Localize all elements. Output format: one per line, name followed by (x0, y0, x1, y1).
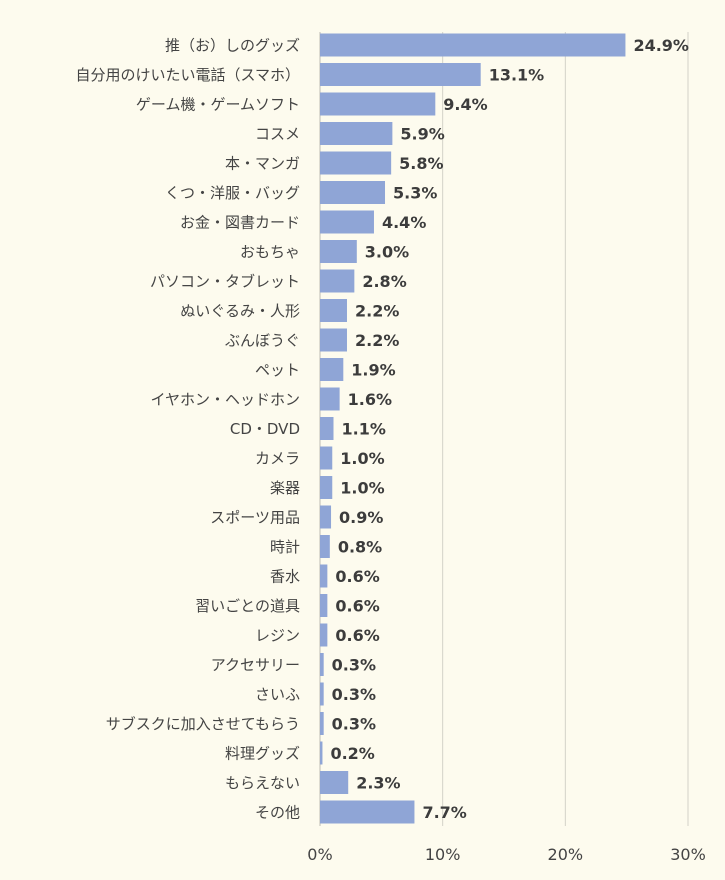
bar (320, 417, 334, 440)
bar (320, 210, 374, 234)
x-tick-label: 10% (425, 845, 461, 864)
bar (320, 505, 332, 529)
data-label: 0.2% (330, 744, 374, 763)
category-label: 習いごとの道具 (195, 597, 300, 615)
category-label: ペット (255, 361, 300, 379)
data-label: 1.0% (340, 449, 384, 468)
data-label: 0.6% (335, 626, 379, 645)
category-label: 香水 (270, 568, 300, 586)
category-label: サブスクに加入させてもらう (106, 715, 300, 733)
category-label: ぶんぼうぐ (225, 332, 300, 350)
bar (320, 712, 324, 735)
data-label: 0.3% (332, 715, 376, 734)
bar (320, 446, 333, 470)
data-label: 5.3% (393, 184, 437, 203)
data-label: 1.0% (340, 479, 384, 498)
data-label: 1.1% (341, 420, 385, 439)
bar (320, 151, 392, 175)
category-label: コスメ (255, 125, 300, 143)
data-label: 7.7% (422, 803, 466, 822)
category-label: 楽器 (270, 479, 300, 497)
category-label: スポーツ用品 (210, 509, 300, 527)
labels: 推（お）しのグッズ 24.9% 自分用のけいたい電話（スマホ） 13.1% ゲーム機・ゲ… (75, 36, 689, 822)
bar (320, 741, 323, 765)
category-label: CD・DVD (230, 420, 300, 438)
bar (320, 594, 328, 617)
category-label: 自分用のけいたい電話（スマホ） (75, 66, 300, 84)
bars (320, 33, 626, 824)
bar (320, 122, 393, 145)
data-label: 13.1% (489, 66, 545, 85)
data-label: 2.2% (355, 331, 399, 350)
bar (320, 299, 347, 322)
bar (320, 800, 415, 824)
category-label: アクセサリー (211, 656, 300, 674)
category-label: 推（お）しのグッズ (165, 37, 300, 55)
x-tick-label: 30% (670, 845, 706, 864)
data-label: 2.8% (362, 272, 406, 291)
data-label: 4.4% (382, 213, 426, 232)
bar (320, 682, 324, 706)
bar (320, 33, 626, 57)
bar (320, 476, 333, 499)
category-label: さいふ (255, 686, 300, 704)
bar (320, 92, 436, 116)
bar (320, 535, 330, 558)
category-label: イヤホン・ヘッドホン (150, 391, 300, 409)
bar (320, 623, 328, 647)
data-label: 1.9% (351, 361, 395, 380)
category-label: ゲーム機・ゲームソフト (136, 96, 300, 114)
category-label: 時計 (270, 538, 300, 556)
data-label: 0.3% (332, 685, 376, 704)
data-label: 1.6% (348, 390, 392, 409)
category-label: くつ・洋服・バッグ (165, 184, 300, 202)
bar (320, 771, 349, 794)
bar (320, 63, 481, 86)
category-label: もらえない (225, 774, 300, 792)
category-label: パソコン・タブレット (150, 273, 300, 291)
category-label: カメラ (255, 450, 300, 468)
bar (320, 240, 357, 263)
bar (320, 269, 355, 293)
data-label: 0.6% (335, 567, 379, 586)
data-label: 24.9% (633, 36, 689, 55)
data-label: 2.2% (355, 302, 399, 321)
data-label: 0.6% (335, 597, 379, 616)
bar (320, 387, 340, 411)
category-label: 料理グッズ (225, 745, 300, 763)
data-label: 5.8% (399, 154, 443, 173)
category-label: その他 (255, 804, 300, 822)
bar (320, 358, 344, 381)
data-label: 0.3% (332, 656, 376, 675)
category-label: お金・図書カード (180, 214, 300, 232)
data-label: 0.9% (339, 508, 383, 527)
bar (320, 328, 347, 352)
category-label: おもちゃ (240, 243, 300, 261)
x-axis-ticks: 0% 10% 20% 30% (307, 845, 705, 864)
x-tick-label: 0% (307, 845, 332, 864)
data-label: 0.8% (338, 538, 382, 557)
bar (320, 653, 324, 676)
data-label: 3.0% (365, 243, 409, 262)
category-label: 本・マンガ (225, 155, 300, 173)
category-label: レジン (255, 627, 300, 645)
bar (320, 564, 328, 588)
x-tick-label: 20% (548, 845, 584, 864)
category-label: ぬいぐるみ・人形 (180, 302, 300, 320)
data-label: 5.9% (400, 125, 444, 144)
bar (320, 181, 386, 204)
data-label: 9.4% (443, 95, 487, 114)
data-label: 2.3% (356, 774, 400, 793)
